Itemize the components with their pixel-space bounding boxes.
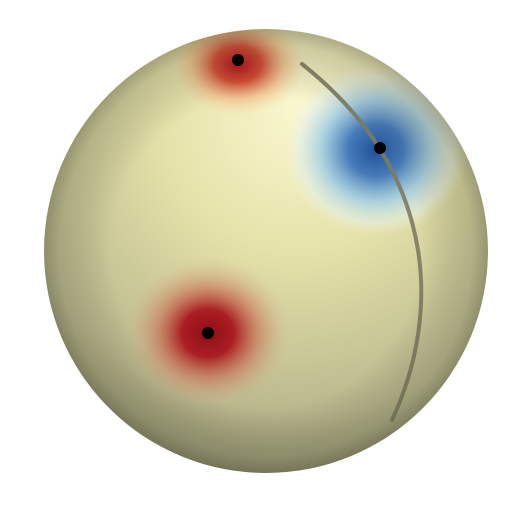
sphere-rim-shade [44, 29, 488, 473]
marker-top-red [232, 54, 244, 66]
marker-left-red [202, 327, 214, 339]
marker-right-blue [374, 142, 386, 154]
